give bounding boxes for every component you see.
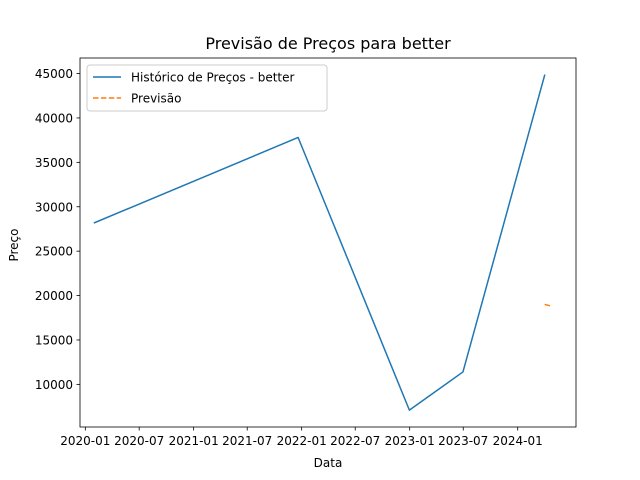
legend-label-forecast: Previsão xyxy=(131,92,181,106)
axes-frame xyxy=(79,57,577,428)
y-tick-label: 35000 xyxy=(35,156,73,170)
y-tick-label: 20000 xyxy=(35,289,73,303)
x-tick-label: 2021-01 xyxy=(169,434,219,448)
legend-box xyxy=(86,64,328,112)
x-axis-label: Data xyxy=(314,456,343,470)
x-tick-label: 2022-01 xyxy=(277,434,327,448)
x-tick-label: 2023-01 xyxy=(385,434,435,448)
forecast-line xyxy=(544,303,552,307)
x-tick-label: 2022-07 xyxy=(330,434,380,448)
plot-area: 2020-01 2020-07 2021-01 2021-07 2022-01 2022-… xyxy=(35,57,577,448)
y-tick-label: 10000 xyxy=(35,378,73,392)
historical-price-line xyxy=(93,74,546,411)
x-tick-label: 2023-07 xyxy=(438,434,488,448)
y-tick-label: 30000 xyxy=(35,200,73,214)
x-tick-label: 2021-07 xyxy=(222,434,272,448)
x-tick-label: 2024-01 xyxy=(493,434,543,448)
y-tick-label: 45000 xyxy=(35,67,73,81)
x-tick-label: 2020-01 xyxy=(60,434,110,448)
y-tick-label: 25000 xyxy=(35,245,73,259)
chart-title: Previsão de Preços para better xyxy=(205,34,451,53)
legend-label-historical: Histórico de Preços - better xyxy=(131,71,295,85)
y-axis-label: Preço xyxy=(7,228,21,261)
x-tick-label: 2020-07 xyxy=(114,434,164,448)
y-tick-label: 15000 xyxy=(35,333,73,347)
y-tick-label: 40000 xyxy=(35,111,73,125)
